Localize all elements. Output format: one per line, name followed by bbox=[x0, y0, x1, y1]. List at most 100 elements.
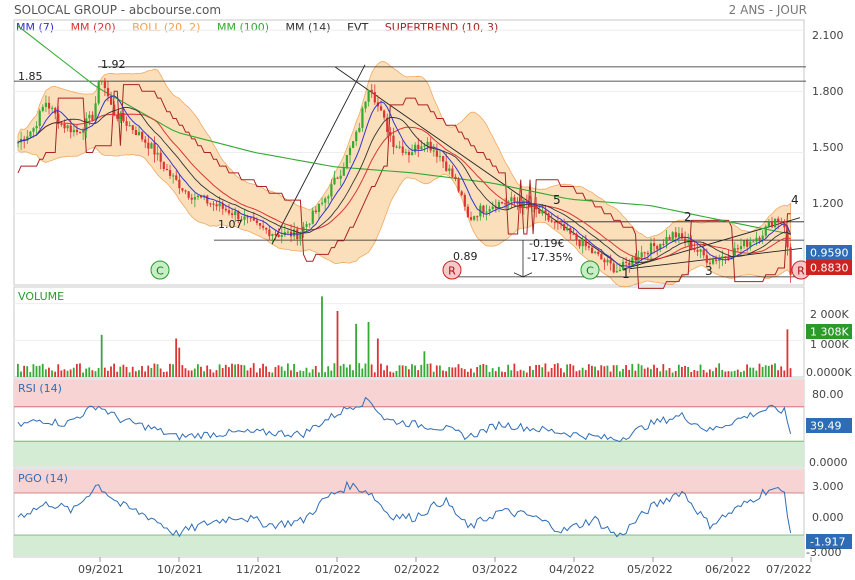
legend-mm100[interactable]: MM (100) bbox=[216, 21, 270, 34]
volume-bar bbox=[705, 372, 708, 377]
volume-last-badge: 1 308K bbox=[806, 324, 852, 339]
candle-body bbox=[386, 117, 389, 132]
svg-text:-1.917: -1.917 bbox=[810, 536, 845, 549]
volume-bar bbox=[181, 365, 184, 377]
legend-mm14[interactable]: MM (14) bbox=[285, 21, 331, 34]
legend-evt[interactable]: EVT bbox=[347, 21, 369, 34]
volume-bar bbox=[35, 366, 38, 377]
volume-bar bbox=[106, 370, 109, 377]
candle-body bbox=[761, 235, 764, 240]
x-tick-label: 09/2021 bbox=[78, 563, 124, 576]
volume-bar bbox=[342, 363, 345, 377]
candle-body bbox=[711, 259, 715, 264]
rsi-layer bbox=[14, 380, 804, 466]
candle-body bbox=[457, 179, 460, 192]
volume-bar bbox=[82, 372, 84, 377]
volume-bar bbox=[501, 371, 503, 377]
period-label[interactable]: 2 ANS - JOUR bbox=[728, 3, 807, 17]
candle-body bbox=[563, 224, 566, 231]
volume-bar bbox=[525, 372, 528, 377]
candle-body bbox=[51, 107, 54, 109]
volume-bar bbox=[485, 364, 488, 377]
candle-body bbox=[674, 232, 677, 238]
candle-body bbox=[510, 197, 513, 202]
candle-body bbox=[153, 143, 156, 155]
svg-text:1 308K: 1 308K bbox=[810, 326, 849, 339]
volume-bar bbox=[715, 367, 717, 377]
volume-bar bbox=[640, 365, 643, 377]
volume-bar bbox=[221, 368, 224, 377]
volume-bar bbox=[677, 364, 680, 377]
legend-supertrend[interactable]: SUPERTREND (10, 3) bbox=[384, 21, 499, 34]
candle-body bbox=[181, 188, 184, 191]
x-tick-label: 05/2022 bbox=[627, 563, 673, 576]
volume-bar bbox=[26, 366, 29, 377]
candle-body bbox=[625, 261, 628, 263]
signal-marker-buy[interactable]: C bbox=[580, 260, 600, 280]
volume-tick-label: 0.0000K bbox=[806, 366, 852, 379]
volume-bar bbox=[435, 365, 438, 377]
candle-body bbox=[268, 229, 271, 236]
volume-bar bbox=[528, 366, 531, 377]
indicator-legend: MM (7) MM (20) BOLL (20, 2) MM (100) MM … bbox=[16, 21, 498, 34]
candle-body bbox=[156, 152, 159, 155]
x-tick-label: 04/2022 bbox=[549, 563, 595, 576]
volume-tick-label: 1 000K bbox=[810, 338, 849, 351]
candle-body bbox=[395, 146, 398, 148]
volume-bar bbox=[153, 363, 156, 377]
volume-bar bbox=[758, 363, 761, 377]
volume-bar bbox=[237, 364, 240, 377]
signal-marker-buy[interactable]: C bbox=[150, 260, 170, 280]
volume-bar bbox=[215, 370, 218, 377]
candle-body bbox=[733, 248, 736, 258]
rsi-tick-label: 0.0000 bbox=[809, 456, 848, 469]
legend-mm20[interactable]: MM (20) bbox=[70, 21, 116, 34]
candle-body bbox=[286, 231, 290, 233]
volume-bar bbox=[243, 365, 246, 377]
volume-bar bbox=[432, 371, 435, 377]
volume-bar bbox=[367, 322, 370, 377]
rsi-oversold-zone bbox=[14, 441, 804, 466]
volume-bar bbox=[752, 367, 755, 377]
volume-bar bbox=[17, 363, 19, 377]
volume-bar bbox=[572, 365, 575, 377]
volume-bar bbox=[48, 367, 50, 377]
volume-bar bbox=[355, 323, 358, 377]
candle-body bbox=[680, 233, 684, 239]
volume-bar bbox=[383, 370, 385, 377]
legend-mm7[interactable]: MM (7) bbox=[16, 21, 55, 34]
candle-body bbox=[383, 110, 386, 118]
candle-body bbox=[119, 113, 122, 119]
volume-bar bbox=[684, 365, 686, 377]
volume-bar bbox=[162, 371, 165, 377]
candle-body bbox=[705, 255, 708, 263]
volume-bar bbox=[376, 338, 379, 377]
volume-bar bbox=[280, 366, 283, 377]
volume-bar bbox=[172, 364, 174, 377]
candle-body bbox=[432, 150, 435, 152]
volume-bar bbox=[324, 372, 326, 377]
candle-body bbox=[494, 206, 497, 209]
volume-layer bbox=[17, 296, 792, 377]
price-tick-label: 1.800 bbox=[812, 85, 844, 98]
volume-bar bbox=[72, 367, 75, 377]
candle-body bbox=[311, 210, 314, 224]
volume-bar bbox=[522, 370, 525, 377]
candle-body bbox=[330, 184, 333, 197]
volume-tick-label: 2 000K bbox=[810, 308, 849, 321]
volume-bar bbox=[144, 371, 147, 377]
candle-body bbox=[423, 145, 426, 147]
candle-body bbox=[752, 241, 755, 243]
candle-body bbox=[339, 175, 342, 179]
candle-body bbox=[646, 252, 649, 255]
legend-boll[interactable]: BOLL (20, 2) bbox=[132, 21, 201, 34]
signal-marker-sell[interactable]: R bbox=[442, 260, 462, 280]
candle-body bbox=[265, 227, 268, 230]
price-tick-label: 1.200 bbox=[812, 197, 844, 210]
price-last-badge-lower: 0.8830 bbox=[806, 260, 852, 275]
volume-bar bbox=[193, 368, 196, 377]
volume-bar bbox=[88, 367, 91, 377]
candle-body bbox=[187, 191, 190, 198]
candle-body bbox=[652, 243, 656, 247]
volume-bar bbox=[110, 366, 112, 377]
